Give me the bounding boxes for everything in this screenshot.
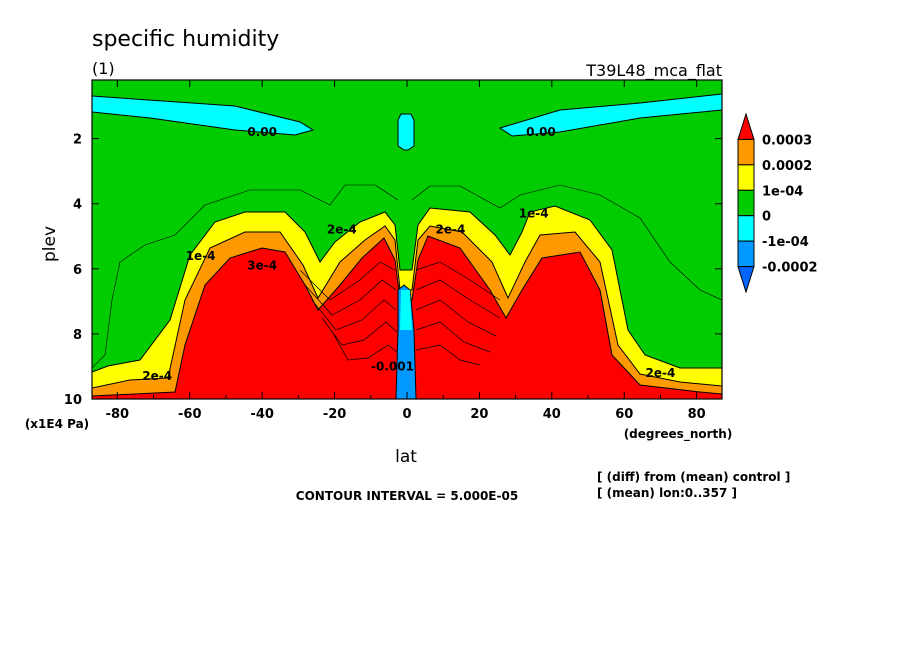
colorbar-segment [737, 215, 755, 242]
colorbar-segment [737, 189, 755, 217]
contour-label: 0.00 [526, 125, 556, 139]
colorbar: 0.0003 0.0002 1e-04 0 -1e-04 -0.0002 [737, 112, 818, 294]
colorbar-segment [737, 164, 755, 191]
contour-label: -0.001 [371, 359, 414, 373]
colorbar-label: 0.0002 [762, 159, 812, 174]
x-tick-label: 0 [402, 407, 411, 422]
contour-labels: 0.00 0.00 1e-4 1e-4 2e-4 2e-4 3e-4 2e-4 2e-4 -0.0… [142, 125, 675, 383]
x-tick-label: -20 [323, 407, 347, 422]
contour-fill [92, 80, 722, 399]
x-tick-label: -40 [250, 407, 274, 422]
fill-negative-band-right [498, 93, 722, 137]
colorbar-segment-bottom [737, 266, 755, 294]
contour-label: 2e-4 [142, 369, 172, 383]
contour-label: 2e-4 [327, 223, 357, 237]
y-tick-label: 8 [73, 328, 82, 343]
colorbar-segment [737, 138, 755, 166]
colorbar-label: -0.0002 [762, 261, 818, 276]
x-tick-label: 60 [615, 407, 633, 422]
contour-label: 2e-4 [436, 223, 466, 237]
y-axis-ticks: 2 4 6 8 10 [64, 133, 722, 408]
note-mean: [ (mean) lon:0..357 ] [597, 486, 737, 500]
experiment-label: T39L48_mca_flat [585, 61, 722, 81]
colorbar-label: 0 [762, 210, 771, 225]
colorbar-segment [737, 240, 755, 268]
contour-line-thin [92, 184, 722, 369]
contour-label: 3e-4 [247, 259, 277, 273]
x-axis-ticks: -80 -60 -40 -20 0 20 40 60 80 [106, 80, 706, 422]
fill-negative-band-left [92, 95, 315, 136]
colorbar-label: 0.0003 [762, 133, 812, 148]
contour-label: 2e-4 [646, 366, 676, 380]
y-tick-label: 2 [73, 133, 82, 148]
y-tick-label: 4 [73, 198, 82, 213]
y-axis-label: plev [40, 226, 60, 262]
chart-subtitle: (1) [92, 59, 115, 78]
x-tick-label: 80 [688, 407, 706, 422]
x-axis-units: (degrees_north) [624, 427, 733, 442]
colorbar-segment-top [737, 112, 755, 140]
x-tick-label: -80 [106, 407, 130, 422]
fill-negative-blob [397, 113, 415, 151]
chart-title: specific humidity [92, 27, 279, 52]
fill-equatorial-cyan [400, 290, 412, 330]
contour-label: 1e-4 [186, 249, 216, 263]
contour-lines-dense [299, 261, 501, 366]
contour-label: 0.00 [247, 125, 277, 139]
colorbar-label: -1e-04 [762, 235, 809, 250]
contour-label: 1e-4 [519, 206, 549, 220]
contour-interval-text: CONTOUR INTERVAL = 5.000E-05 [296, 489, 518, 503]
plot-area: 0.00 0.00 1e-4 1e-4 2e-4 2e-4 3e-4 2e-4 2e-4 -0.0… [91, 79, 723, 400]
y-tick-label: 6 [73, 263, 82, 278]
x-tick-label: -60 [178, 407, 202, 422]
x-tick-label: 20 [470, 407, 488, 422]
x-axis-label: lat [395, 447, 417, 467]
y-tick-label: 10 [64, 393, 82, 408]
y-axis-units: (x1E4 Pa) [25, 417, 89, 431]
colorbar-label: 1e-04 [762, 184, 803, 199]
note-diff: [ (diff) from (mean) control ] [597, 470, 790, 484]
x-tick-label: 40 [543, 407, 561, 422]
